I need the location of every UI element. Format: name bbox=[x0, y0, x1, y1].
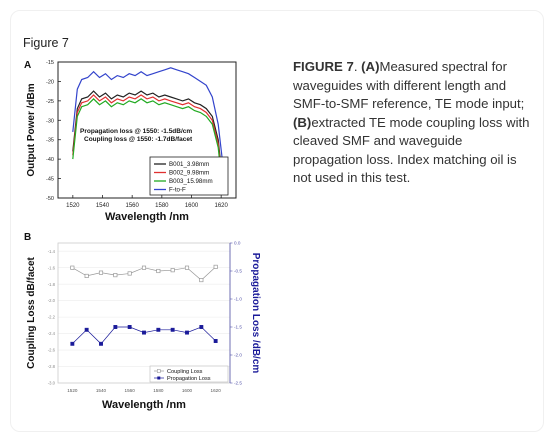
panel-b-coupling-point bbox=[127, 271, 132, 276]
panel-a-legend-box bbox=[149, 156, 229, 196]
panel-b-right-tick-label: -1.0 bbox=[234, 297, 242, 302]
panel-b-propagation-point bbox=[70, 341, 75, 346]
panel-b-propagation-point bbox=[156, 327, 161, 332]
panel-b-coupling-point bbox=[70, 265, 75, 270]
panel-b-x-tick-label: 1540 bbox=[96, 388, 107, 393]
panel-b-coupling-point bbox=[113, 273, 118, 278]
panel-b-legend-label: Propagation Loss bbox=[167, 376, 211, 382]
panel-b-legend-marker bbox=[157, 369, 161, 373]
panel-a-legend-label: B003_15.98mm bbox=[169, 178, 213, 185]
panel-a-letter: A bbox=[24, 60, 31, 71]
panel-a-x-axis-label: Wavelength /nm bbox=[105, 211, 189, 223]
caption-a-tag: (A) bbox=[361, 59, 380, 74]
panel-b-legend-label: Coupling Loss bbox=[167, 369, 203, 375]
caption-b-tag: (B) bbox=[293, 114, 312, 130]
caption-b-text: extracted TE mode coupling loss with cle… bbox=[293, 114, 530, 186]
panel-b-letter: B bbox=[24, 232, 31, 243]
panel-a-y-tick-label: -20 bbox=[46, 79, 54, 85]
panel-b-x-axis-label: Wavelength /nm bbox=[102, 399, 186, 411]
panel-a-x-tick-label: 1520 bbox=[66, 203, 80, 209]
panel-a-legend-label: B002_9.98mm bbox=[169, 170, 209, 177]
panel-a-series-line-3 bbox=[72, 98, 224, 191]
panel-b-x-tick-label: 1580 bbox=[153, 388, 164, 393]
caption-a-text: Measured spectral for waveguides with di… bbox=[293, 59, 525, 111]
caption-separator: . bbox=[353, 59, 362, 74]
panel-b-coupling-point bbox=[84, 273, 89, 278]
panel-a-annotation-coupling: Coupling loss @ 1550: -1.7dB/facet bbox=[84, 136, 193, 143]
panel-b-propagation-point bbox=[142, 330, 146, 335]
panel-b-left-tick-label: -1.8 bbox=[48, 282, 56, 287]
figure-caption: FIGURE 7. (A)Measured spectral for waveg… bbox=[293, 58, 533, 188]
panel-a-y-tick-label: -25 bbox=[46, 99, 54, 105]
panel-a-legend-label: B001_3.98mm bbox=[169, 161, 209, 168]
panel-a-y-tick-label: -50 bbox=[46, 196, 54, 202]
panel-a-legend-label: F-to-F bbox=[169, 187, 186, 194]
panel-a-y-tick-label: -30 bbox=[46, 118, 54, 124]
panel-b-legend-marker bbox=[157, 376, 161, 380]
panel-b-plot-area bbox=[58, 243, 230, 383]
panel-b-coupling-point bbox=[98, 270, 104, 275]
panel-b-x-tick-label: 1520 bbox=[67, 388, 78, 393]
panel-b-left-tick-label: -3.0 bbox=[48, 381, 56, 386]
caption-figure-number: FIGURE 7 bbox=[293, 59, 354, 74]
panel-b-propagation-point bbox=[213, 339, 218, 343]
panel-a-series-line-1 bbox=[72, 90, 224, 183]
panel-b-right-tick-label: -0.5 bbox=[234, 269, 242, 274]
panel-b-propagation-point bbox=[99, 341, 103, 346]
panel-b-coupling-point bbox=[184, 265, 190, 270]
panel-b-propagation-point bbox=[84, 327, 89, 332]
panel-b-coupling-point bbox=[213, 264, 218, 269]
panel-b-left-tick-label: -1.4 bbox=[48, 249, 56, 254]
panel-b-left-tick-label: -2.6 bbox=[48, 348, 56, 353]
panel-b-x-tick-label: 1620 bbox=[211, 388, 222, 393]
figure-label: Figure 7 bbox=[23, 36, 69, 50]
panel-b-propagation-point bbox=[113, 325, 118, 329]
panel-a-annotation-propagation: Propagation loss @ 1550: -1.5dB/cm bbox=[80, 128, 192, 135]
panel-b-left-tick-label: -2.8 bbox=[48, 364, 56, 369]
panel-b-propagation-point bbox=[185, 330, 189, 335]
panel-b-left-tick-label: -2.4 bbox=[48, 331, 56, 336]
panel-a-y-axis-label: Output Power /dBm bbox=[26, 83, 37, 176]
panel-a-x-tick-label: 1600 bbox=[185, 203, 199, 209]
panel-a-x-tick-label: 1580 bbox=[155, 203, 169, 209]
panel-b-right-tick-label: -1.5 bbox=[234, 325, 242, 330]
panel-b-propagation-point bbox=[170, 327, 175, 332]
panel-a-series-line-2 bbox=[72, 94, 224, 187]
panel-b-x-tick-label: 1560 bbox=[125, 388, 136, 393]
panel-b-coupling-point bbox=[156, 268, 161, 274]
panel-b-right-tick-label: 0.0 bbox=[234, 241, 241, 246]
panel-b-left-tick-label: -2.2 bbox=[48, 315, 56, 320]
panel-b-right-axis-label: Propagation Loss /dB/cm bbox=[250, 253, 261, 374]
panel-b-right-tick-label: -2.5 bbox=[234, 381, 242, 386]
panel-a-x-tick-label: 1560 bbox=[125, 203, 139, 209]
panel-b-legend-box bbox=[149, 365, 229, 383]
panel-b-coupling-point bbox=[141, 265, 147, 270]
panel-b-propagation-point bbox=[127, 325, 132, 329]
panel-b-propagation-point bbox=[199, 325, 204, 329]
panel-a-y-tick-label: -35 bbox=[46, 138, 54, 144]
panel-b-left-axis-label: Coupling Loss dB/facet bbox=[26, 256, 37, 368]
panel-b-coupling-point bbox=[199, 278, 204, 283]
panel-a-series-line-4 bbox=[72, 67, 224, 164]
panel-a-x-tick-label: 1620 bbox=[214, 203, 228, 209]
panel-b-x-tick-label: 1600 bbox=[182, 388, 193, 393]
panel-a-x-tick-label: 1540 bbox=[96, 203, 110, 209]
panel-b-left-tick-label: -2.0 bbox=[48, 298, 56, 303]
panel-b-left-tick-label: -1.6 bbox=[48, 265, 56, 270]
panel-a-y-tick-label: -15 bbox=[46, 60, 54, 66]
panel-a-y-tick-label: -45 bbox=[46, 177, 54, 183]
panel-a-y-tick-label: -40 bbox=[46, 157, 54, 163]
panel-b-coupling-point bbox=[170, 268, 175, 273]
panel-b-right-tick-label: -2.0 bbox=[234, 353, 242, 358]
